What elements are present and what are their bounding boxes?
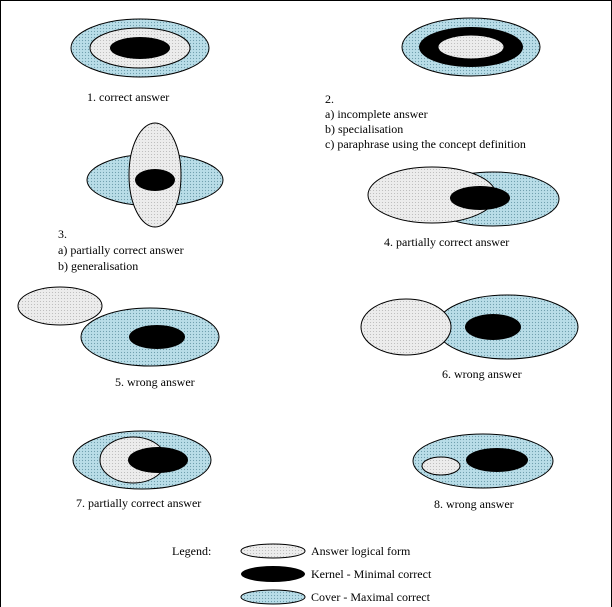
panel-8-caption: 8. wrong answer [434, 497, 514, 511]
panel-7-caption: 7. partially correct answer [76, 496, 202, 510]
panel-6-caption: 6. wrong answer [442, 367, 522, 381]
panel-6-answer-ellipse [360, 298, 452, 356]
panel-5-diagram [17, 286, 220, 367]
panel-3-caption: 3. [58, 227, 67, 241]
legend-kernel-label: Kernel - Minimal correct [311, 567, 432, 581]
panel-2-diagram [401, 17, 541, 77]
panel-2-item-b: b) specialisation [325, 122, 404, 136]
panel-4-diagram [367, 166, 560, 227]
panel-3-kernel-ellipse [135, 169, 175, 191]
panel-8-kernel-ellipse [466, 448, 528, 472]
panel-2-answer-ellipse [437, 34, 505, 60]
panel-5-answer-ellipse [17, 286, 103, 326]
legend-cover-swatch [240, 589, 306, 605]
panel-2-caption: 2. [325, 92, 334, 106]
legend-title: Legend: [172, 544, 212, 558]
panel-5-kernel-ellipse [129, 325, 185, 349]
legend-swatches [240, 543, 306, 605]
panel-2-item-c: c) paraphrase using the concept definiti… [325, 137, 526, 151]
panel-6-diagram [360, 294, 579, 360]
legend-kernel-swatch [241, 566, 305, 582]
panel-3-item-b: b) generalisation [58, 259, 139, 273]
panel-6-kernel-ellipse [465, 314, 521, 340]
panel-7-kernel-ellipse [128, 447, 188, 473]
panel-1-diagram [70, 18, 210, 78]
panel-5-caption: 5. wrong answer [115, 375, 195, 389]
panel-1-kernel-ellipse [110, 37, 170, 59]
legend-answer-swatch [240, 543, 306, 559]
panel-3-diagram [86, 122, 224, 228]
panel-4-kernel-ellipse [450, 186, 510, 210]
panel-3-item-a: a) partially correct answer [58, 243, 184, 257]
legend-cover-label: Cover - Maximal correct [311, 590, 430, 604]
panel-1-caption: 1. correct answer [87, 90, 170, 104]
panel-4-caption: 4. partially correct answer [384, 235, 510, 249]
panel-2-item-a: a) incomplete answer [325, 107, 428, 121]
legend-answer-label: Answer logical form [311, 544, 411, 558]
panel-7-diagram [72, 430, 212, 490]
panel-8-answer-ellipse [421, 456, 461, 476]
panel-8-diagram [412, 433, 554, 489]
